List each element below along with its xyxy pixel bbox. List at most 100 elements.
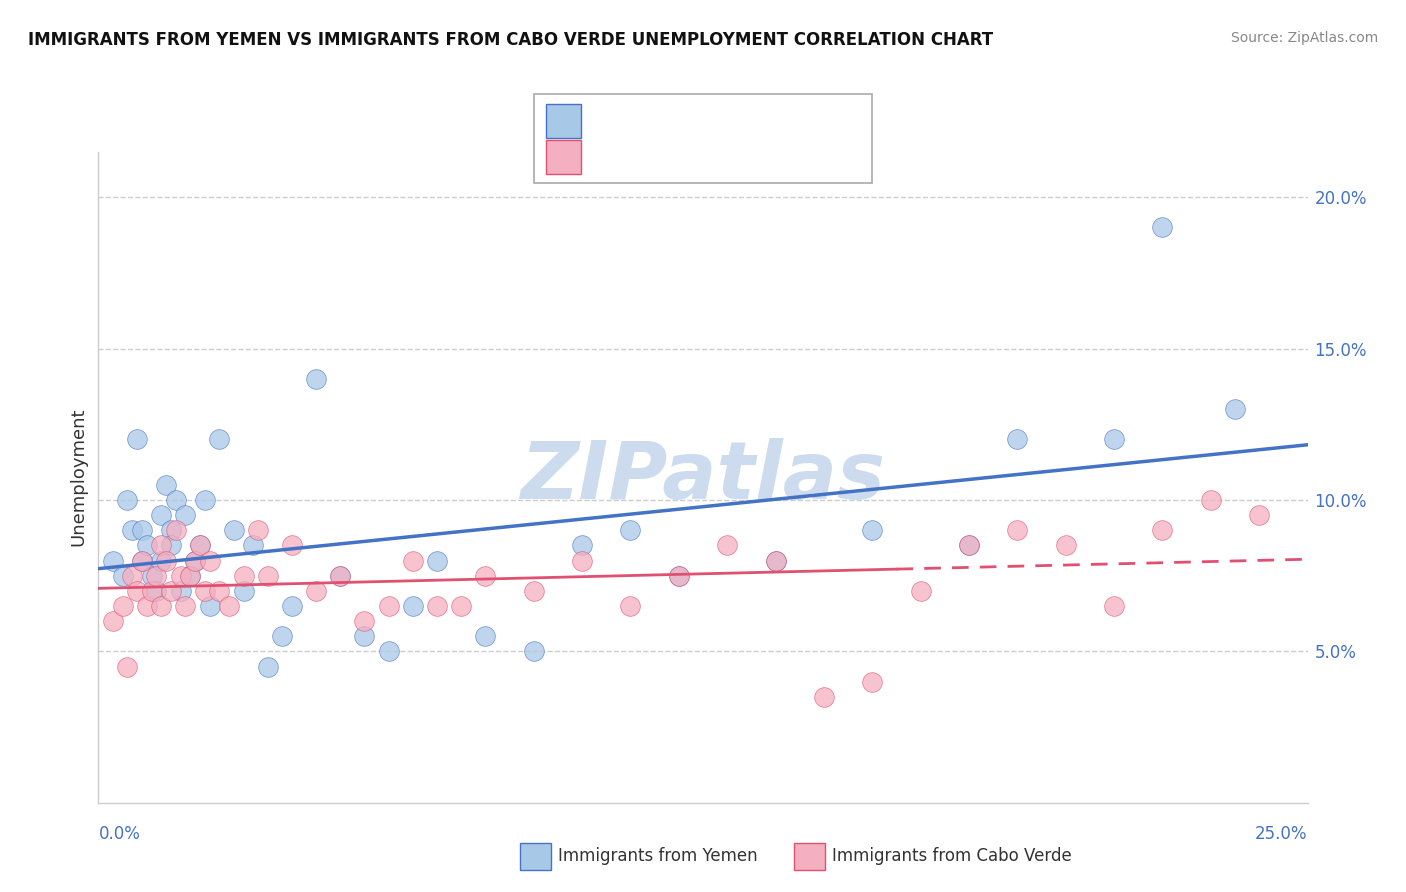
Point <box>150 508 173 522</box>
Point <box>101 553 124 567</box>
Point <box>155 477 177 491</box>
Text: 0.0%: 0.0% <box>98 825 141 843</box>
Point <box>271 629 294 643</box>
Point <box>160 523 183 537</box>
Point <box>523 644 546 658</box>
Point <box>101 614 124 628</box>
Point <box>1102 599 1125 613</box>
Point <box>184 553 207 567</box>
Point <box>121 568 143 582</box>
Text: R = 0.293   N = 51: R = 0.293 N = 51 <box>588 140 772 158</box>
Point <box>716 538 738 552</box>
Point <box>222 523 245 537</box>
Point <box>256 568 278 582</box>
Point <box>208 583 231 598</box>
Point <box>450 599 472 613</box>
Point <box>1223 402 1246 417</box>
Point <box>305 372 328 386</box>
Point <box>402 553 425 567</box>
Point <box>247 523 270 537</box>
Point <box>218 599 240 613</box>
Point <box>860 674 883 689</box>
Point <box>353 629 375 643</box>
Point <box>1249 508 1271 522</box>
Point <box>1054 538 1077 552</box>
Point <box>426 553 449 567</box>
Point <box>1152 523 1174 537</box>
Point <box>426 599 449 613</box>
Point <box>1152 220 1174 235</box>
Point <box>910 583 932 598</box>
Point <box>165 492 187 507</box>
Point <box>174 508 197 522</box>
Text: Immigrants from Yemen: Immigrants from Yemen <box>558 847 758 865</box>
Point <box>571 538 593 552</box>
Text: IMMIGRANTS FROM YEMEN VS IMMIGRANTS FROM CABO VERDE UNEMPLOYMENT CORRELATION CHA: IMMIGRANTS FROM YEMEN VS IMMIGRANTS FROM… <box>28 31 993 49</box>
Point <box>194 492 217 507</box>
Point <box>141 583 163 598</box>
Point <box>208 433 231 447</box>
Point <box>668 568 690 582</box>
Point <box>150 553 173 567</box>
Point <box>141 568 163 582</box>
Point <box>135 538 157 552</box>
Point <box>127 433 149 447</box>
Point <box>353 614 375 628</box>
Point <box>127 583 149 598</box>
Point <box>1007 523 1029 537</box>
Point <box>145 568 167 582</box>
Point <box>402 599 425 613</box>
Point <box>305 583 328 598</box>
Point <box>174 599 197 613</box>
Point <box>1199 492 1222 507</box>
Point <box>150 599 173 613</box>
Point <box>131 523 153 537</box>
Point <box>131 553 153 567</box>
Point <box>135 599 157 613</box>
Point <box>188 538 211 552</box>
Point <box>765 553 787 567</box>
Point <box>474 568 496 582</box>
Point <box>145 583 167 598</box>
Point <box>765 553 787 567</box>
Y-axis label: Unemployment: Unemployment <box>69 408 87 547</box>
Point <box>619 523 641 537</box>
Point <box>281 538 304 552</box>
Point <box>957 538 980 552</box>
Point <box>242 538 264 552</box>
Point <box>1102 433 1125 447</box>
Text: Source: ZipAtlas.com: Source: ZipAtlas.com <box>1230 31 1378 45</box>
Point <box>377 599 399 613</box>
Point <box>169 568 191 582</box>
Point <box>232 583 254 598</box>
Point <box>165 523 187 537</box>
Point <box>150 538 173 552</box>
Point <box>256 659 278 673</box>
Point <box>474 629 496 643</box>
Text: ZIPatlas: ZIPatlas <box>520 438 886 516</box>
Point <box>329 568 352 582</box>
Point <box>188 538 211 552</box>
Point <box>377 644 399 658</box>
Point <box>184 553 207 567</box>
Point <box>160 583 183 598</box>
Point <box>121 523 143 537</box>
Point <box>957 538 980 552</box>
Point <box>160 538 183 552</box>
Point <box>1007 433 1029 447</box>
Point <box>155 553 177 567</box>
Point <box>198 553 221 567</box>
Point <box>232 568 254 582</box>
Point <box>329 568 352 582</box>
Point <box>281 599 304 613</box>
Point <box>668 568 690 582</box>
Point <box>117 659 139 673</box>
Text: R = 0.358   N = 48: R = 0.358 N = 48 <box>588 104 772 122</box>
Text: Immigrants from Cabo Verde: Immigrants from Cabo Verde <box>832 847 1073 865</box>
Point <box>571 553 593 567</box>
Point <box>131 553 153 567</box>
Point <box>179 568 201 582</box>
Point <box>179 568 201 582</box>
Point <box>198 599 221 613</box>
Point <box>169 583 191 598</box>
